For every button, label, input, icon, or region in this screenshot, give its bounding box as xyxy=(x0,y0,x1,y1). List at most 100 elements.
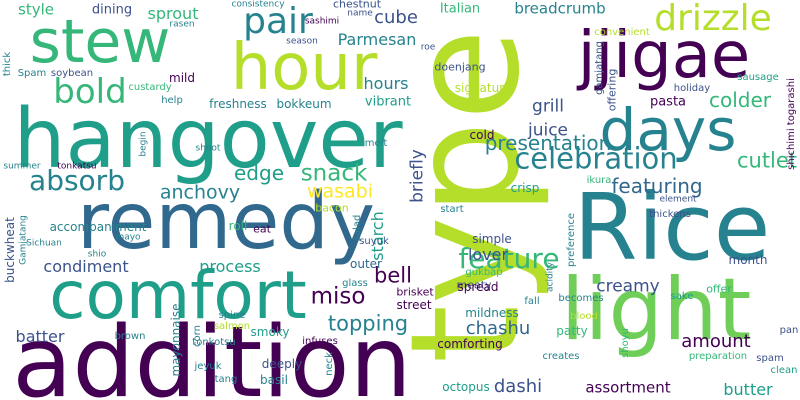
word-process: process xyxy=(199,257,261,276)
word-fall: fall xyxy=(524,296,540,307)
word-spine: spine xyxy=(218,310,246,321)
word-roe: roe xyxy=(420,42,436,53)
word-patty: patty xyxy=(556,324,588,338)
word-colder: colder xyxy=(708,88,772,112)
word-sichuan: Sichuan xyxy=(26,238,62,249)
word-creamy: creamy xyxy=(596,276,660,297)
word-miso: miso xyxy=(310,283,366,310)
word-offer: offer xyxy=(706,282,732,296)
word-creates: creates xyxy=(542,351,580,362)
word-eat: eat xyxy=(253,222,271,236)
word-begin: begin xyxy=(138,131,149,157)
word-hangover: hangover xyxy=(13,92,403,187)
word-season: season xyxy=(286,36,318,47)
word-salmon: salmon xyxy=(213,321,251,332)
word-days: days xyxy=(599,96,737,164)
word-dining: dining xyxy=(91,2,133,18)
word-ikura: ikura xyxy=(586,175,612,186)
word-basil: basil xyxy=(260,373,288,387)
word-bell: bell xyxy=(374,263,412,288)
word-pan: pan xyxy=(779,325,799,336)
word-acidity: acidity xyxy=(545,261,556,293)
word-buckwheat: buckwheat xyxy=(3,217,17,283)
word-doenjang: doenjang xyxy=(434,60,486,74)
word-addition: addition xyxy=(12,306,412,400)
word-jjigae: jjigae xyxy=(577,19,751,93)
word-summer: summer xyxy=(3,161,41,172)
word-juice: juice xyxy=(527,120,569,141)
word-preference: preference xyxy=(566,212,577,268)
word-thickens: thickens xyxy=(649,209,691,220)
word-tonkotsu: tonkotsu xyxy=(192,337,236,348)
word-dashi: dashi xyxy=(493,376,543,397)
word-sashimi: sashimi xyxy=(304,16,340,27)
word-light: light xyxy=(560,260,752,360)
word-crisp: crisp xyxy=(510,181,540,195)
word-glass: glass xyxy=(342,278,368,289)
word-offering: offering xyxy=(605,68,619,112)
word-meaty: meaty xyxy=(456,278,492,292)
word-celebration: celebration xyxy=(514,141,678,176)
word-preparation: preparation xyxy=(688,351,748,362)
word-bold: bold xyxy=(53,72,127,112)
word-blood: blood xyxy=(570,311,598,322)
word-chestnut: chestnut xyxy=(332,0,382,11)
word-cube: cube xyxy=(374,7,418,28)
word-rasen: rasen xyxy=(169,19,195,30)
word-spread: spread xyxy=(457,280,499,294)
word-presentation: presentation xyxy=(484,131,612,155)
word-spam-cap: Spam xyxy=(17,68,47,79)
word-infuses: infuses xyxy=(302,336,338,347)
word-sake: sake xyxy=(670,291,694,302)
word-cutlet: cutlet xyxy=(736,148,798,173)
word-suyuk: suyuk xyxy=(359,236,389,247)
word-name: name xyxy=(347,8,373,19)
word-start: start xyxy=(440,204,464,215)
word-month: month xyxy=(728,253,768,267)
word-soybean: soybean xyxy=(50,68,94,79)
word-wasabi: wasabi xyxy=(306,180,374,203)
word-spam: spam xyxy=(756,353,784,364)
word-smoky: smoky xyxy=(250,325,290,339)
word-topping: topping xyxy=(327,311,409,336)
word-signature: signature xyxy=(454,81,512,95)
word-lover: lover xyxy=(467,245,509,264)
word-shichimi-togarashi: shichimi togarashi xyxy=(786,78,797,170)
word-tang: tang xyxy=(214,374,238,385)
word-becomes: becomes xyxy=(558,293,604,304)
word-convenient: convenient xyxy=(594,27,650,38)
word-brown: brown xyxy=(114,331,146,342)
word-sprout: sprout xyxy=(147,4,199,23)
word-parmesan: Parmesan xyxy=(337,30,417,49)
word-gukbap: gukbap xyxy=(465,267,503,278)
word-melt: melt xyxy=(364,138,388,149)
word-briefly: briefly xyxy=(407,149,428,203)
word-style: style xyxy=(18,0,54,19)
word-help: help xyxy=(161,95,183,106)
word-shio: shio xyxy=(87,249,107,260)
word-feature: feature xyxy=(458,242,560,275)
word-clean: clean xyxy=(770,365,798,376)
word-snack: snack xyxy=(300,160,368,187)
word-breadcrumb: breadcrumb xyxy=(514,0,606,18)
word-italian: Italian xyxy=(439,1,481,17)
word-pasta: pasta xyxy=(649,94,687,110)
word-simple: simple xyxy=(472,232,512,246)
word-neck: neck xyxy=(324,352,335,376)
word-comfort: comfort xyxy=(49,257,307,334)
word-sausage: sausage xyxy=(737,72,779,83)
word-element: element xyxy=(659,194,697,205)
word-remedy: remedy xyxy=(77,177,375,267)
word-octopus: octopus xyxy=(442,380,490,394)
word-thick: thick xyxy=(2,51,13,77)
word-condiment: condiment xyxy=(43,257,129,276)
word-assortment: assortment xyxy=(585,378,671,397)
word-comforting: comforting xyxy=(437,337,503,351)
word-consistency: consistency xyxy=(231,0,285,10)
word-bacon: bacon xyxy=(315,201,349,215)
word-mayo: mayo xyxy=(115,232,141,243)
word-roll: roll xyxy=(228,219,248,233)
word-accompaniment: accompaniment xyxy=(49,220,147,234)
word-rice: Rice xyxy=(573,174,771,281)
word-stew: stew xyxy=(29,7,171,77)
